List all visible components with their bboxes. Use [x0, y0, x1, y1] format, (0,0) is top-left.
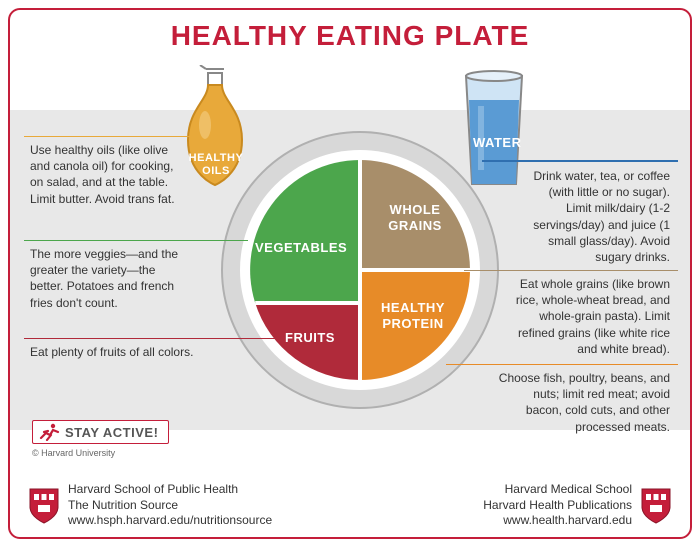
copyright: © Harvard University	[32, 448, 115, 458]
footer-left: Harvard School of Public Health The Nutr…	[28, 482, 272, 529]
stay-active-badge: STAY ACTIVE!	[32, 420, 169, 444]
rule-fruits	[24, 338, 284, 339]
caption-fruits: Eat plenty of fruits of all colors.	[30, 344, 200, 360]
caption-protein: Choose fish, poultry, beans, and nuts; l…	[494, 370, 670, 435]
footer-left-text: Harvard School of Public Health The Nutr…	[68, 482, 272, 529]
footer-right-text: Harvard Medical School Harvard Health Pu…	[483, 482, 632, 529]
caption-water: Drink water, tea, or coffee (with little…	[520, 168, 670, 265]
protein-label: HEALTHY PROTEIN	[368, 300, 458, 331]
caption-oils: Use healthy oils (like olive and canola …	[30, 142, 180, 207]
rule-water	[482, 160, 678, 162]
harvard-shield-icon	[28, 487, 60, 525]
harvard-shield-icon	[640, 487, 672, 525]
vegetables-label: VEGETABLES	[255, 240, 345, 256]
plate: VEGETABLES WHOLE GRAINS HEALTHY PROTEIN …	[220, 130, 500, 410]
caption-grains: Eat whole grains (like brown rice, whole…	[502, 276, 670, 357]
caption-vegetables: The more veggies—and the greater the var…	[30, 246, 190, 311]
grains-label: WHOLE GRAINS	[370, 202, 460, 233]
frame: HEALTHY EATING PLATE HEALTHY OILS WATER	[8, 8, 692, 539]
footer-right: Harvard Medical School Harvard Health Pu…	[483, 482, 672, 529]
rule-grains	[464, 270, 678, 271]
runner-icon	[39, 423, 61, 441]
page-title: HEALTHY EATING PLATE	[10, 10, 690, 52]
footer: Harvard School of Public Health The Nutr…	[28, 482, 672, 529]
fruits-label: FRUITS	[275, 330, 345, 346]
stay-active-text: STAY ACTIVE!	[65, 425, 158, 440]
rule-oils	[24, 136, 192, 137]
rule-veg	[24, 240, 248, 241]
rule-protein	[446, 364, 678, 365]
